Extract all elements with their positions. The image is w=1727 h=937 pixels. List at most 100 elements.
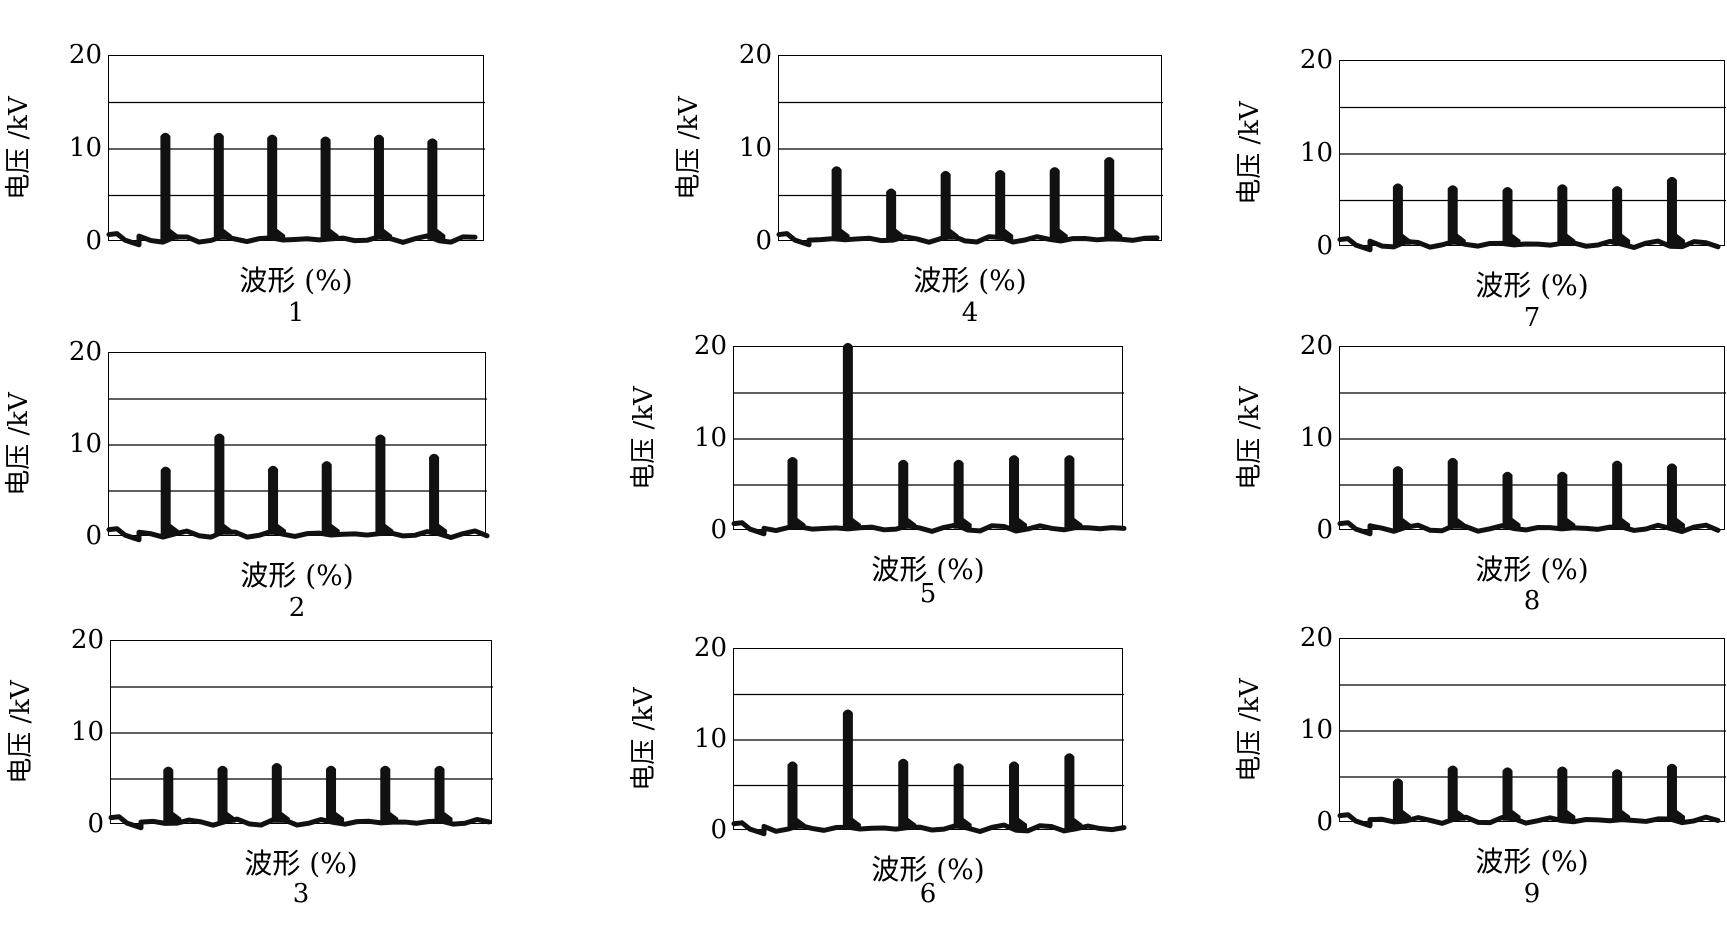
- y-tick-label: 10: [693, 423, 727, 453]
- y-tick-label: 10: [738, 133, 772, 163]
- y-tick-label: 10: [70, 717, 104, 747]
- x-axis-label: 波形 (%): [244, 847, 358, 880]
- waveform-spike: [1557, 184, 1576, 245]
- waveform-spike: [1557, 766, 1576, 821]
- y-tick-label: 20: [693, 331, 727, 361]
- waveform-spike: [320, 136, 339, 240]
- waveform-baseline: [106, 231, 478, 248]
- y-tick-label: 10: [1299, 715, 1333, 745]
- waveform-spike: [1557, 471, 1576, 529]
- waveform-spike: [953, 763, 972, 829]
- plot-svg: [106, 398, 490, 543]
- y-tick-label: 10: [693, 724, 727, 754]
- plot-area: [776, 55, 1163, 248]
- waveform-spike: [326, 765, 345, 823]
- waveform-spike: [1666, 176, 1685, 245]
- y-axis-label: 电压 /kV: [629, 687, 659, 791]
- plot-area: [1337, 638, 1726, 829]
- plot-svg: [106, 101, 485, 248]
- panel-caption: 6: [919, 879, 937, 909]
- y-axis-label: 电压 /kV: [1235, 101, 1265, 205]
- plot-area: [731, 648, 1127, 837]
- panel-caption: 5: [919, 579, 937, 609]
- y-tick-label: 20: [1299, 331, 1333, 361]
- waveform-spike: [1502, 767, 1521, 821]
- y-tick-label: 20: [1299, 623, 1333, 653]
- waveform-spike: [898, 758, 917, 829]
- waveform-spike: [787, 456, 806, 529]
- plot-svg: [1337, 684, 1726, 829]
- waveform-spike: [898, 459, 917, 529]
- plot-svg: [108, 686, 493, 831]
- y-tick-label: 0: [85, 226, 102, 256]
- waveform-baseline: [106, 526, 490, 543]
- x-axis-label: 波形 (%): [1475, 845, 1589, 878]
- plot-svg: [1337, 392, 1726, 537]
- waveform-spike: [953, 459, 972, 529]
- waveform-spike: [373, 134, 392, 240]
- y-tick-label: 0: [710, 815, 727, 845]
- plot-svg: [776, 101, 1163, 248]
- waveform-spike: [1612, 769, 1631, 821]
- y-axis-label: 电压 /kV: [4, 392, 34, 496]
- plot-area: [106, 352, 490, 543]
- x-axis-label: 波形 (%): [240, 559, 354, 592]
- panel-caption: 1: [287, 298, 305, 328]
- panel-caption: 2: [288, 593, 306, 623]
- waveform-spike: [375, 434, 394, 535]
- waveform-spike: [1447, 457, 1466, 529]
- waveform-spike: [380, 765, 399, 823]
- y-tick-label: 20: [738, 40, 772, 70]
- waveform-spike: [268, 465, 287, 535]
- waveform-spike: [1104, 156, 1123, 240]
- plot-svg: [731, 693, 1127, 837]
- waveform-spike: [160, 132, 179, 240]
- x-axis-label: 波形 (%): [1475, 553, 1589, 586]
- y-axis-label: 电压 /kV: [1235, 678, 1265, 782]
- waveform-spike: [940, 170, 959, 240]
- x-axis-label: 波形 (%): [913, 264, 1027, 297]
- plot-svg: [731, 342, 1127, 537]
- y-tick-label: 0: [1316, 231, 1333, 261]
- y-tick-label: 20: [70, 625, 104, 655]
- y-tick-label: 20: [68, 337, 102, 367]
- panel-caption: 3: [292, 879, 310, 909]
- waveform-spike: [214, 433, 233, 535]
- y-tick-label: 0: [710, 515, 727, 545]
- x-axis-label: 波形 (%): [239, 264, 353, 297]
- y-tick-label: 0: [755, 226, 772, 256]
- x-axis-label: 波形 (%): [871, 553, 985, 586]
- waveform-spike: [831, 166, 850, 240]
- waveform-spike: [1392, 778, 1411, 821]
- waveform-spike: [1392, 183, 1411, 245]
- waveform-spike: [429, 453, 448, 535]
- waveform-spike: [213, 132, 232, 240]
- waveform-spike: [1502, 471, 1521, 529]
- waveform-spike: [271, 762, 290, 823]
- y-tick-label: 10: [1299, 423, 1333, 453]
- y-tick-label: 10: [1299, 138, 1333, 168]
- waveform-spike: [1502, 187, 1521, 245]
- panel-caption: 8: [1523, 586, 1541, 616]
- waveform-baseline: [776, 231, 1160, 248]
- y-tick-label: 20: [68, 40, 102, 70]
- waveform-spike: [1666, 463, 1685, 529]
- y-axis-label: 电压 /kV: [629, 386, 659, 490]
- y-axis-label: 电压 /kV: [6, 680, 36, 784]
- x-axis-label: 波形 (%): [871, 853, 985, 886]
- waveform-spike: [217, 765, 236, 823]
- waveform-baseline: [1337, 520, 1721, 537]
- waveform-spike: [787, 761, 806, 829]
- waveform-spike: [1447, 765, 1466, 821]
- waveform-spike: [160, 466, 179, 535]
- waveform-baseline: [1337, 812, 1721, 829]
- y-tick-label: 20: [693, 633, 727, 663]
- plot-area: [731, 342, 1127, 537]
- waveform-spike: [1064, 455, 1083, 529]
- panel-caption: 4: [961, 298, 979, 328]
- waveform-spike: [995, 169, 1014, 240]
- waveform-spike: [427, 138, 446, 240]
- y-axis-label: 电压 /kV: [1235, 386, 1265, 490]
- waveform-spike: [1666, 763, 1685, 821]
- waveform-spike: [1009, 455, 1028, 529]
